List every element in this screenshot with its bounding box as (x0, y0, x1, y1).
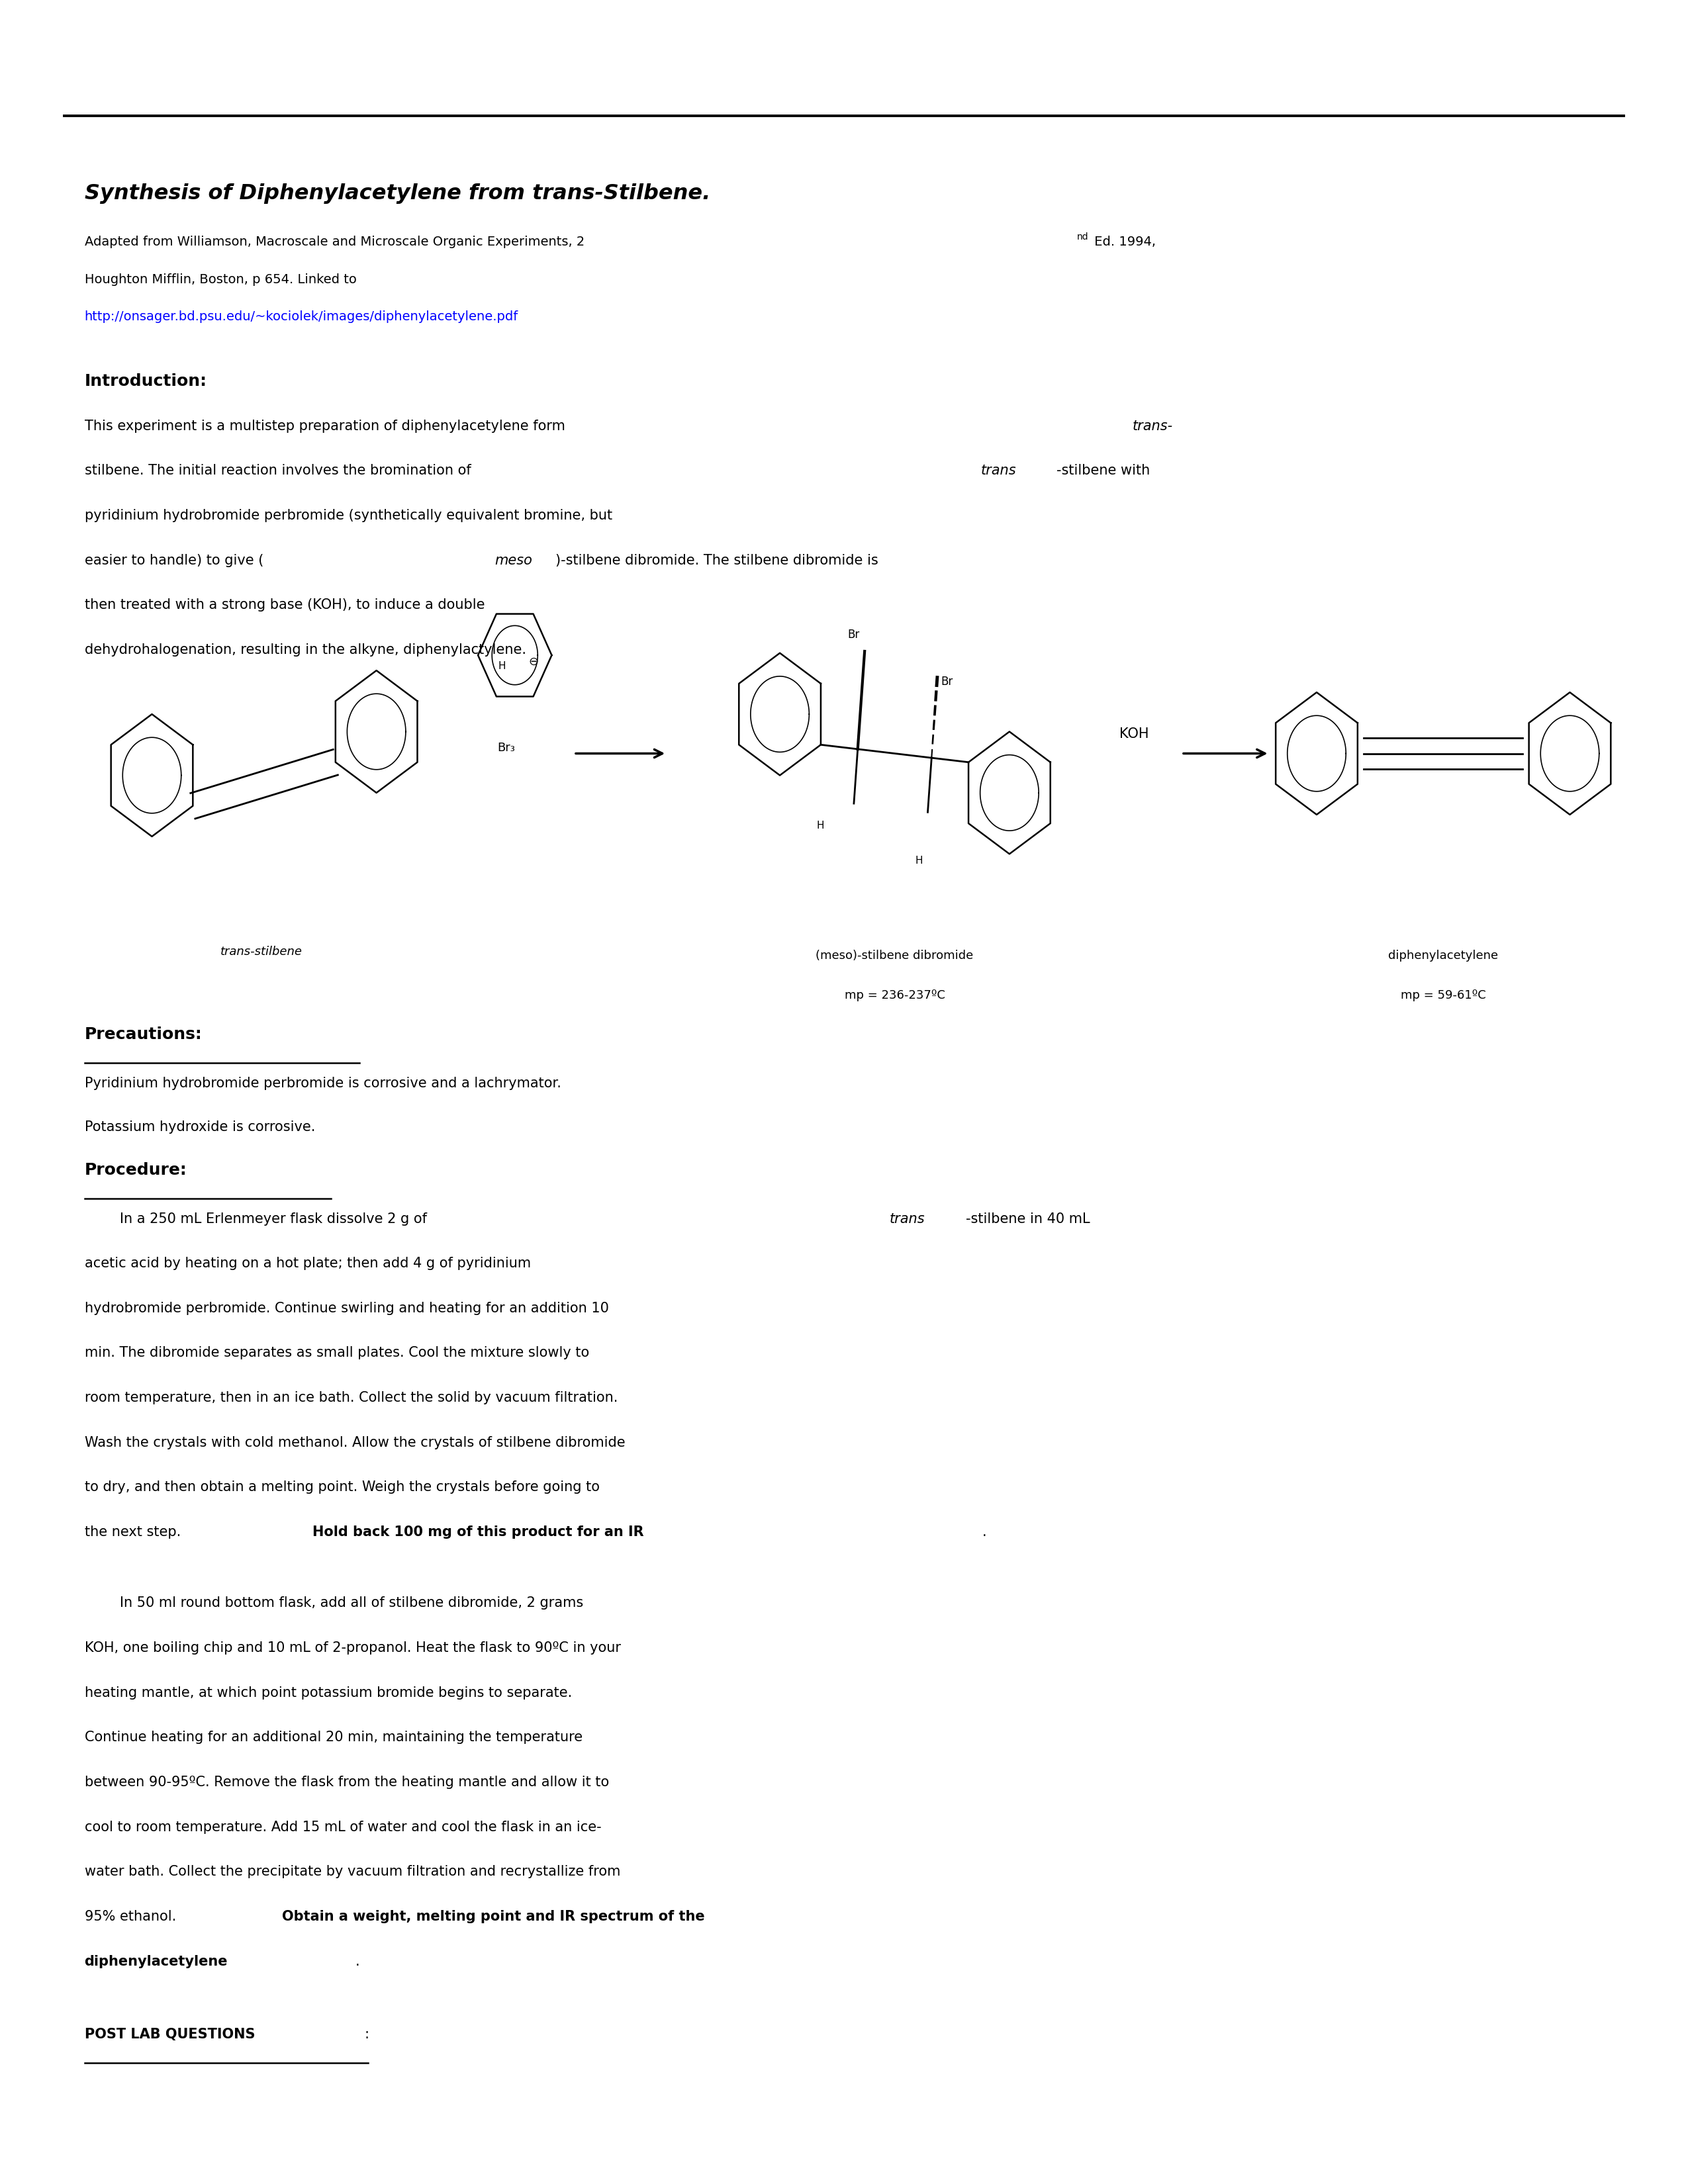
Text: room temperature, then in an ice bath. Collect the solid by vacuum filtration.: room temperature, then in an ice bath. C… (84, 1391, 618, 1404)
Text: trans-stilbene: trans-stilbene (221, 946, 302, 957)
Text: Pyridinium hydrobromide perbromide is corrosive and a lachrymator.: Pyridinium hydrobromide perbromide is co… (84, 1077, 560, 1090)
Text: mp = 236-237ºC: mp = 236-237ºC (844, 989, 945, 1000)
Text: POST LAB QUESTIONS: POST LAB QUESTIONS (84, 2027, 255, 2042)
Text: mp = 59-61ºC: mp = 59-61ºC (1401, 989, 1485, 1000)
Text: This experiment is a multistep preparation of diphenylacetylene form: This experiment is a multistep preparati… (84, 419, 569, 432)
Text: meso: meso (495, 553, 532, 568)
Text: Adapted from Williamson, Macroscale and Microscale Organic Experiments, 2: Adapted from Williamson, Macroscale and … (84, 236, 584, 249)
Text: -stilbene in 40 mL: -stilbene in 40 mL (966, 1212, 1090, 1225)
Text: water bath. Collect the precipitate by vacuum filtration and recrystallize from: water bath. Collect the precipitate by v… (84, 1865, 619, 1878)
Text: Houghton Mifflin, Boston, p 654. Linked to: Houghton Mifflin, Boston, p 654. Linked … (84, 273, 356, 286)
Text: ⊖: ⊖ (528, 655, 538, 668)
Text: Introduction:: Introduction: (84, 373, 208, 389)
Text: -stilbene with: -stilbene with (1057, 463, 1150, 478)
Text: diphenylacetylene: diphenylacetylene (84, 1955, 228, 1968)
Text: H: H (915, 856, 923, 865)
Text: trans-: trans- (1133, 419, 1173, 432)
Text: dehydrohalogenation, resulting in the alkyne, diphenylactylene.: dehydrohalogenation, resulting in the al… (84, 642, 527, 657)
Text: nd: nd (1077, 234, 1089, 242)
Text: then treated with a strong base (KOH), to induce a double: then treated with a strong base (KOH), t… (84, 598, 484, 612)
Text: 95% ethanol.: 95% ethanol. (84, 1909, 181, 1924)
Text: Continue heating for an additional 20 min, maintaining the temperature: Continue heating for an additional 20 mi… (84, 1730, 582, 1745)
Text: cool to room temperature. Add 15 mL of water and cool the flask in an ice-: cool to room temperature. Add 15 mL of w… (84, 1821, 601, 1835)
Text: Br₃: Br₃ (498, 743, 515, 753)
Text: between 90-95ºC. Remove the flask from the heating mantle and allow it to: between 90-95ºC. Remove the flask from t… (84, 1776, 609, 1789)
Text: heating mantle, at which point potassium bromide begins to separate.: heating mantle, at which point potassium… (84, 1686, 572, 1699)
Text: to dry, and then obtain a melting point. Weigh the crystals before going to: to dry, and then obtain a melting point.… (84, 1481, 599, 1494)
Text: trans: trans (890, 1212, 925, 1225)
Text: (meso)-stilbene dibromide: (meso)-stilbene dibromide (815, 950, 974, 961)
Text: http://onsager.bd.psu.edu/~kociolek/images/diphenylacetylene.pdf: http://onsager.bd.psu.edu/~kociolek/imag… (84, 310, 518, 323)
Text: Procedure:: Procedure: (84, 1162, 187, 1177)
Text: pyridinium hydrobromide perbromide (synthetically equivalent bromine, but: pyridinium hydrobromide perbromide (synt… (84, 509, 613, 522)
Text: Br: Br (847, 629, 859, 640)
Text: H: H (498, 662, 506, 670)
Text: Wash the crystals with cold methanol. Allow the crystals of stilbene dibromide: Wash the crystals with cold methanol. Al… (84, 1437, 625, 1450)
Text: :: : (365, 2027, 370, 2042)
Text: KOH: KOH (1119, 727, 1150, 740)
Text: )-stilbene dibromide. The stilbene dibromide is: )-stilbene dibromide. The stilbene dibro… (555, 553, 878, 568)
Text: .: . (982, 1524, 986, 1540)
Text: diphenylacetylene: diphenylacetylene (1388, 950, 1499, 961)
Text: min. The dibromide separates as small plates. Cool the mixture slowly to: min. The dibromide separates as small pl… (84, 1345, 589, 1361)
Text: Br: Br (942, 675, 954, 688)
Text: Potassium hydroxide is corrosive.: Potassium hydroxide is corrosive. (84, 1120, 316, 1133)
Text: In 50 ml round bottom flask, add all of stilbene dibromide, 2 grams: In 50 ml round bottom flask, add all of … (84, 1597, 582, 1610)
Text: Synthesis of Diphenylacetylene from trans-Stilbene.: Synthesis of Diphenylacetylene from tran… (84, 183, 711, 203)
Text: KOH, one boiling chip and 10 mL of 2-propanol. Heat the flask to 90ºC in your: KOH, one boiling chip and 10 mL of 2-pro… (84, 1642, 621, 1655)
Text: Ed. 1994,: Ed. 1994, (1090, 236, 1156, 249)
Text: hydrobromide perbromide. Continue swirling and heating for an addition 10: hydrobromide perbromide. Continue swirli… (84, 1302, 609, 1315)
Text: trans: trans (981, 463, 1016, 478)
Text: Obtain a weight, melting point and IR spectrum of the: Obtain a weight, melting point and IR sp… (282, 1909, 704, 1924)
Text: .: . (356, 1955, 360, 1968)
Text: H: H (817, 821, 824, 830)
Text: Precautions:: Precautions: (84, 1026, 203, 1042)
Text: acetic acid by heating on a hot plate; then add 4 g of pyridinium: acetic acid by heating on a hot plate; t… (84, 1258, 530, 1271)
Text: In a 250 mL Erlenmeyer flask dissolve 2 g of: In a 250 mL Erlenmeyer flask dissolve 2 … (84, 1212, 430, 1225)
Text: stilbene. The initial reaction involves the bromination of: stilbene. The initial reaction involves … (84, 463, 476, 478)
Text: the next step.: the next step. (84, 1524, 186, 1540)
Text: Hold back 100 mg of this product for an IR: Hold back 100 mg of this product for an … (312, 1524, 643, 1540)
Text: easier to handle) to give (: easier to handle) to give ( (84, 553, 263, 568)
